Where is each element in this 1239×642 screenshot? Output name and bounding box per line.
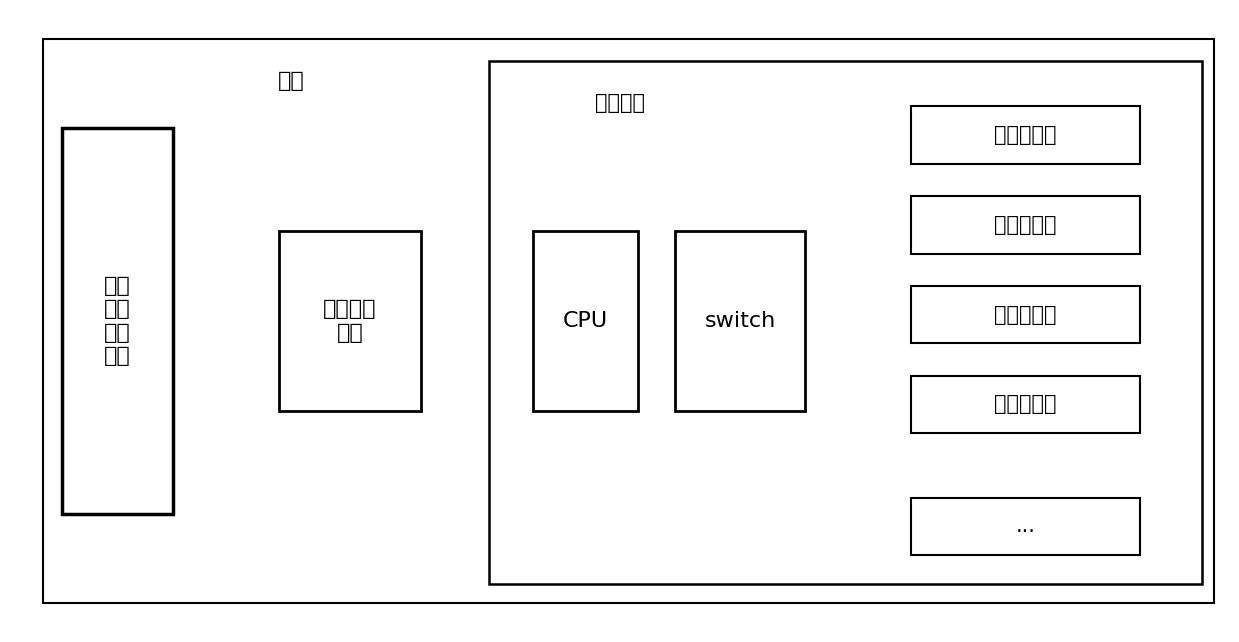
Bar bbox=[911, 286, 1140, 343]
Text: switch: switch bbox=[705, 311, 776, 331]
Text: 机框: 机框 bbox=[278, 71, 305, 91]
Bar bbox=[911, 376, 1140, 433]
Bar bbox=[62, 128, 173, 514]
Bar bbox=[279, 231, 421, 411]
Bar bbox=[911, 106, 1140, 164]
Text: 功能模块一: 功能模块一 bbox=[994, 125, 1057, 145]
Bar bbox=[43, 39, 1214, 603]
Bar bbox=[489, 61, 1202, 584]
Text: CPU: CPU bbox=[563, 311, 608, 331]
Text: 网元管理
板卡: 网元管理 板卡 bbox=[323, 299, 377, 343]
Bar bbox=[675, 231, 805, 411]
Text: ...: ... bbox=[1015, 516, 1036, 537]
Text: 功能模块二: 功能模块二 bbox=[994, 214, 1057, 235]
Bar bbox=[911, 196, 1140, 254]
Bar bbox=[533, 231, 638, 411]
Text: 板卡
信息
检测
装置: 板卡 信息 检测 装置 bbox=[104, 276, 131, 366]
Text: 业务板卡: 业务板卡 bbox=[595, 93, 644, 113]
Text: 功能模块四: 功能模块四 bbox=[994, 394, 1057, 415]
Bar bbox=[911, 498, 1140, 555]
Text: 功能模块三: 功能模块三 bbox=[994, 304, 1057, 325]
